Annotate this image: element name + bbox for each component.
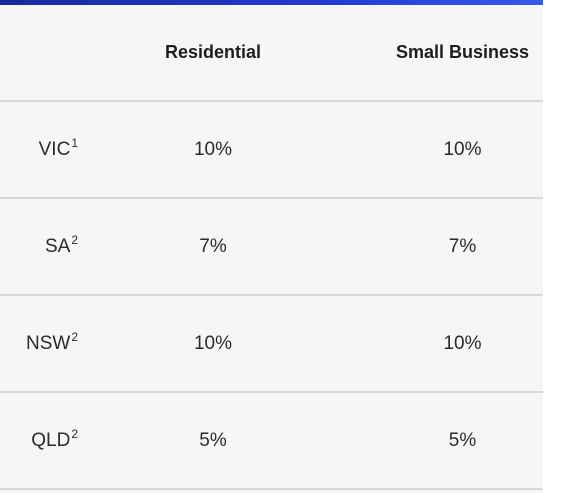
region-name: SA	[44, 235, 71, 257]
region-name: NSW	[25, 332, 71, 354]
table-row: QLD 2 5% 5%	[0, 393, 543, 490]
region-cell: QLD 2	[0, 393, 78, 488]
residential-value: 5%	[199, 429, 227, 451]
page-margin	[543, 0, 575, 493]
table-row: NSW 2 10% 10%	[0, 296, 543, 393]
table-row: SA 2 7% 7%	[0, 199, 543, 296]
small-business-value: 5%	[448, 429, 477, 451]
table-header-row: Residential Small Business	[0, 5, 543, 102]
footnote-marker: 2	[71, 329, 78, 344]
region-name: QLD	[31, 429, 71, 451]
table-row: VIC 1 10% 10%	[0, 102, 543, 199]
residential-value: 10%	[193, 138, 233, 160]
small-business-value: 10%	[443, 332, 482, 354]
region-cell: VIC 1	[0, 102, 78, 197]
footnote-marker: 2	[71, 232, 78, 247]
small-business-value: 7%	[448, 235, 477, 257]
header-region	[0, 5, 78, 100]
region-cell: NSW 2	[0, 296, 78, 391]
footnote-marker: 2	[71, 426, 78, 441]
header-residential: Residential	[164, 42, 262, 62]
header-small-business: Small Business	[395, 42, 530, 62]
region-name: VIC	[38, 138, 71, 160]
region-cell: SA 2	[0, 199, 78, 294]
top-accent-bar	[0, 0, 543, 5]
rates-table	[0, 5, 543, 493]
residential-value: 10%	[193, 332, 233, 354]
small-business-value: 10%	[443, 138, 482, 160]
residential-value: 7%	[199, 235, 227, 257]
footnote-marker: 1	[71, 135, 78, 150]
